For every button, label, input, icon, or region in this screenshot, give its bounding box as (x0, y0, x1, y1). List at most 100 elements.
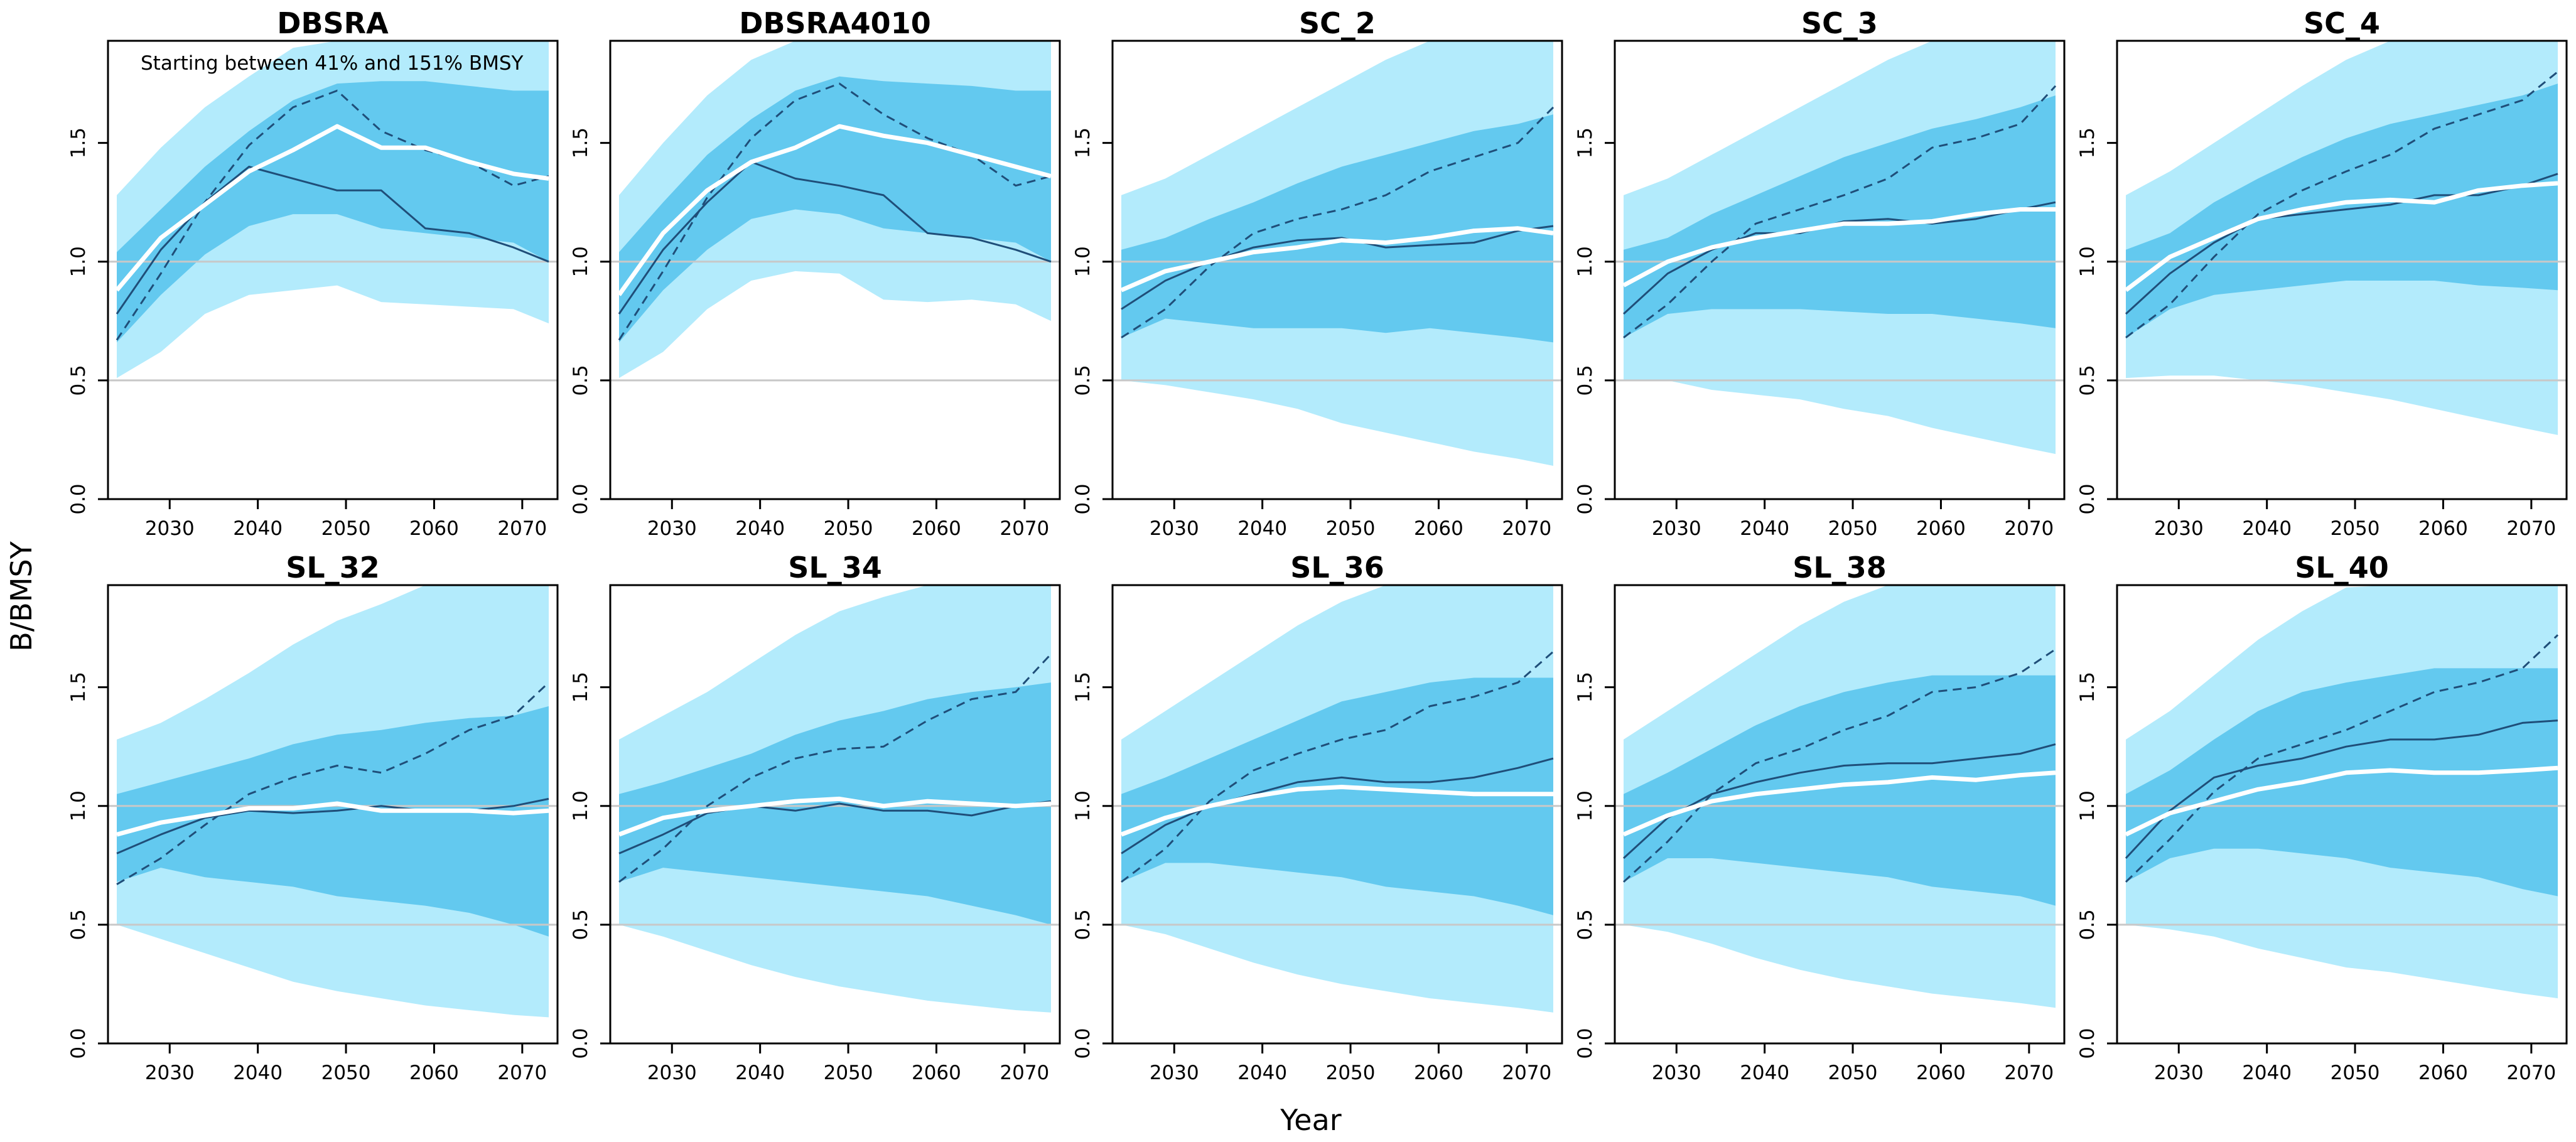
y-tick-label: 1.5 (2076, 127, 2099, 158)
y-tick-label: 1.0 (67, 790, 90, 821)
panel-sc-3: SC_3 2030 2040 2050 2060 2070 0.0 0.5 1.0 1.5 (1574, 6, 2066, 540)
dashed-trajectory-line (2125, 71, 2558, 338)
y-tick-label: 0.5 (569, 909, 592, 940)
y-tick-label: 1.5 (569, 672, 592, 703)
x-tick-label: 2040 (735, 1062, 785, 1084)
x-tick-label: 2040 (2242, 517, 2292, 540)
dashed-trajectory-line (618, 653, 1052, 883)
panel-frame (107, 584, 559, 1045)
panel-title: SC_4 (2304, 6, 2380, 40)
y-tick-label: 0.0 (1574, 1028, 1597, 1059)
x-tick-label: 2040 (1740, 517, 1789, 540)
x-tick-label: 2030 (1150, 517, 1199, 540)
y-tick-label: 0.5 (67, 365, 90, 396)
panel-title: SC_3 (1801, 6, 1878, 40)
panel-title: SL_40 (2295, 551, 2388, 584)
panel-sl-38: SL_38 2030 2040 2050 2060 2070 0.0 0.5 1.0 1.5 (1574, 551, 2066, 1084)
panel-title: SL_36 (1290, 551, 1384, 584)
y-tick-label: 1.5 (2076, 672, 2099, 703)
x-tick-label: 2040 (735, 517, 785, 540)
panel-sl-34: SL_34 2030 2040 2050 2060 2070 0.0 0.5 1.0 1.5 (569, 551, 1061, 1084)
y-tick-label: 0.0 (1072, 483, 1094, 514)
x-axis-label: Year (1280, 1103, 1341, 1137)
plot-area (2117, 41, 2567, 435)
plot-area (610, 41, 1060, 382)
median-line (618, 796, 1052, 837)
dashed-trajectory-line (1121, 106, 1555, 339)
y-tick-label: 1.5 (569, 127, 592, 158)
inner-percentile-band (1624, 675, 2056, 906)
x-tick-label: 2050 (1326, 1062, 1376, 1084)
y-tick-label: 1.0 (1072, 246, 1094, 277)
x-tick-label: 2060 (409, 1062, 459, 1084)
y-tick-label: 0.0 (569, 1028, 592, 1059)
y-tick-label: 0.0 (67, 1028, 90, 1059)
y-tick-label: 0.0 (2076, 1028, 2099, 1059)
panel-annotation: Starting between 41% and 151% BMSY (141, 52, 524, 75)
x-tick-label: 2050 (1326, 517, 1376, 540)
panel-title: DBSRA (277, 6, 389, 40)
y-tick-label: 0.5 (2076, 365, 2099, 396)
x-tick-label: 2060 (2418, 517, 2468, 540)
x-tick-label: 2060 (2418, 1062, 2468, 1084)
plot-area (108, 41, 558, 382)
x-tick-label: 2050 (321, 517, 371, 540)
dashed-trajectory-line (116, 682, 550, 885)
y-tick-label: 1.0 (1574, 246, 1597, 277)
panel-frame (1111, 584, 1563, 1045)
dashed-trajectory-line (1121, 650, 1554, 883)
plot-area (1113, 41, 1562, 466)
x-tick-label: 2050 (1828, 517, 1878, 540)
panel-sl-36: SL_36 2030 2040 2050 2060 2070 0.0 0.5 1.0 1.5 (1072, 551, 1563, 1084)
dashed-trajectory-line (2125, 634, 2559, 883)
x-tick-label: 2030 (2154, 517, 2204, 540)
example-trajectory-line (2125, 719, 2558, 859)
panel-sc-4: SC_4 2030 2040 2050 2060 2070 0.0 0.5 1.0 1.5 (2076, 6, 2568, 540)
y-tick-label: 0.0 (1072, 1028, 1094, 1059)
x-tick-label: 2050 (2331, 1062, 2380, 1084)
panel-frame (609, 584, 1061, 1045)
x-tick-label: 2070 (1502, 1062, 1551, 1084)
x-tick-label: 2070 (497, 1062, 547, 1084)
median-line (1622, 207, 2056, 288)
plot-area (2117, 585, 2567, 999)
x-tick-label: 2030 (145, 1062, 195, 1084)
plot-area (1113, 585, 1562, 1013)
y-tick-label: 0.5 (569, 365, 592, 396)
median-line (617, 124, 1052, 296)
example-trajectory-line (1121, 225, 1554, 310)
y-tick-label: 1.0 (2076, 790, 2099, 821)
panel-title: SL_32 (286, 551, 379, 584)
median-line (1120, 785, 1553, 837)
median-line (1120, 226, 1554, 293)
panel-sl-40: SL_40 2030 2040 2050 2060 2070 0.0 0.5 1.0 1.5 (2076, 551, 2568, 1084)
x-tick-label: 2060 (409, 517, 459, 540)
x-tick-label: 2050 (824, 517, 873, 540)
x-tick-label: 2060 (1916, 1062, 1966, 1084)
plot-area (1615, 41, 2064, 455)
plot-area (1615, 585, 2064, 1008)
x-tick-label: 2070 (2506, 1062, 2556, 1084)
panel-grid: DBSRA 2030 2040 2050 2060 2070 0.0 0.5 1.0 1.5 Sta… (67, 6, 2568, 1084)
example-trajectory-line (2125, 173, 2558, 315)
y-tick-label: 1.0 (569, 246, 592, 277)
panel-sl-32: SL_32 2030 2040 2050 2060 2070 0.0 0.5 1.0 1.5 (67, 551, 559, 1084)
x-tick-label: 2070 (2506, 517, 2556, 540)
x-tick-label: 2040 (2242, 1062, 2292, 1084)
y-tick-label: 1.0 (1574, 790, 1597, 821)
dashed-trajectory-line (1623, 85, 2057, 338)
y-tick-label: 1.0 (67, 246, 90, 277)
panel-title: SL_38 (1792, 551, 1886, 584)
plot-area (108, 585, 558, 1018)
inner-percentile-band (1121, 677, 1553, 915)
x-tick-label: 2030 (1652, 517, 1701, 540)
y-tick-label: 1.5 (67, 127, 90, 158)
example-trajectory-line (116, 797, 549, 854)
x-tick-label: 2030 (145, 517, 195, 540)
x-tick-label: 2030 (647, 1062, 697, 1084)
x-tick-label: 2070 (2004, 517, 2054, 540)
panel-sc-2: SC_2 2030 2040 2050 2060 2070 0.0 0.5 1.0 1.5 (1072, 6, 1563, 540)
x-tick-label: 2040 (233, 1062, 283, 1084)
x-tick-label: 2070 (2004, 1062, 2054, 1084)
example-trajectory-line (618, 161, 1052, 315)
